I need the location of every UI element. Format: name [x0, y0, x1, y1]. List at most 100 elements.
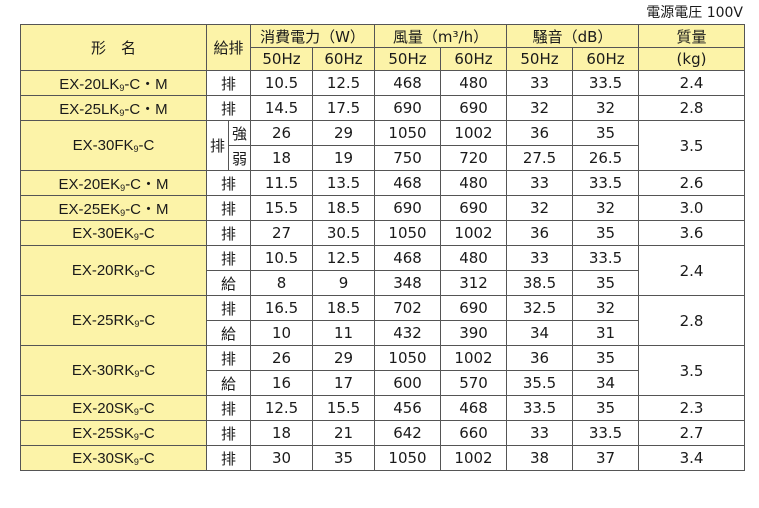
airflow-50hz-cell: 468 — [374, 70, 442, 96]
airflow-60hz-cell: 1002 — [440, 345, 508, 371]
model-name: EX-20EK9-C・M — [20, 170, 207, 196]
power-60hz-cell: 18.5 — [312, 295, 376, 321]
model-base: EX-20SK — [72, 399, 134, 417]
model-suffix: -C — [139, 262, 156, 279]
mass-cell: 2.3 — [638, 395, 746, 421]
airflow-60hz-cell: 1002 — [440, 120, 508, 146]
table-row: EX-30EK9-C 排 27 30.5 1050 1002 36 35 3.6 — [20, 220, 746, 246]
noise-50hz-cell: 35.5 — [506, 370, 574, 396]
noise-60hz-cell: 35 — [572, 270, 640, 296]
mode-cell: 排 — [205, 295, 252, 321]
model-suffix: -C・M — [124, 75, 168, 93]
model-name: EX-25RK9-C — [20, 295, 207, 346]
noise-50hz-cell: 33.5 — [506, 395, 574, 421]
mass-cell: 3.4 — [638, 445, 746, 471]
airflow-50hz-cell: 1050 — [374, 345, 442, 371]
noise-50hz-cell: 36 — [506, 220, 574, 246]
noise-60hz-cell: 26.5 — [572, 145, 640, 171]
noise-60hz-cell: 35 — [572, 220, 640, 246]
model-suffix: -C・M — [125, 200, 169, 218]
model-name: EX-20SK9-C — [20, 395, 207, 421]
noise-60hz-cell: 33.5 — [572, 70, 640, 96]
header-mode: 給排 — [205, 24, 252, 71]
noise-50hz-cell: 32 — [506, 95, 574, 121]
mode-cell: 給 — [205, 320, 252, 346]
mode-cell: 排 — [205, 420, 252, 446]
table-row: EX-20SK9-C 排 12.5 15.5 456 468 33.5 35 2.3 — [20, 395, 746, 421]
power-50hz-cell: 26 — [250, 120, 314, 146]
airflow-50hz-cell: 1050 — [374, 120, 442, 146]
power-60hz-cell: 13.5 — [312, 170, 376, 196]
model-base: EX-20RK — [71, 262, 135, 279]
table-row: 給 10 11 432 390 34 31 — [21, 320, 745, 346]
airflow-60hz-cell: 480 — [440, 170, 508, 196]
model-suffix: -C — [138, 399, 155, 417]
noise-60hz-cell: 32 — [572, 95, 640, 121]
noise-50hz-cell: 33 — [506, 245, 574, 271]
header-power-60hz: 60Hz — [312, 47, 376, 71]
airflow-60hz-cell: 660 — [440, 420, 508, 446]
mode-cell: 排 — [206, 120, 229, 171]
header-model: 形 名 — [20, 24, 207, 71]
table-row: EX-20RK9-C 排 10.5 12.5 468 480 33 33.5 2.4 — [20, 245, 746, 296]
noise-50hz-cell: 38.5 — [506, 270, 574, 296]
noise-60hz-cell: 33.5 — [572, 170, 640, 196]
model-subscript: 9 — [133, 406, 139, 417]
model-suffix: -C・M — [125, 175, 169, 193]
power-50hz-cell: 14.5 — [250, 95, 314, 121]
power-50hz-cell: 18 — [250, 145, 314, 171]
level-cell: 弱 — [227, 145, 252, 171]
spec-table: 形 名 給排 消費電力（W） 風量（m³/h） 騒音（dB） 質量 50Hz 6… — [20, 24, 746, 471]
airflow-60hz-cell: 312 — [440, 270, 508, 296]
airflow-60hz-cell: 690 — [440, 195, 508, 221]
power-50hz-cell: 10.5 — [250, 245, 314, 271]
header-power-50hz: 50Hz — [250, 47, 314, 71]
airflow-50hz-cell: 468 — [374, 245, 442, 271]
power-50hz-cell: 16.5 — [250, 295, 314, 321]
airflow-60hz-cell: 468 — [440, 395, 508, 421]
header-mass: 質量 — [638, 24, 746, 48]
model-subscript: 9 — [119, 107, 125, 118]
model-subscript: 9 — [120, 207, 126, 218]
model-name: EX-30SK9-C — [20, 445, 207, 471]
header-airflow-50hz: 50Hz — [374, 47, 442, 71]
model-base: EX-25LK — [59, 100, 120, 118]
model-subscript: 9 — [134, 269, 140, 279]
table-row: EX-30FK9-C 排強 26 29 1050 1002 36 35 3.5 — [20, 120, 746, 171]
model-base: EX-30SK — [72, 449, 134, 467]
airflow-50hz-cell: 432 — [374, 320, 442, 346]
noise-60hz-cell: 35 — [572, 120, 640, 146]
model-suffix: -C — [138, 424, 155, 442]
model-base: EX-25SK — [72, 424, 134, 442]
model-name: EX-30RK9-C — [20, 345, 207, 396]
airflow-50hz-cell: 1050 — [374, 220, 442, 246]
mass-cell: 3.5 — [638, 120, 746, 171]
power-50hz-cell: 27 — [250, 220, 314, 246]
airflow-50hz-cell: 750 — [374, 145, 442, 171]
model-base: EX-30EK — [72, 224, 134, 242]
power-50hz-cell: 11.5 — [250, 170, 314, 196]
mode-cell: 排 — [205, 245, 252, 271]
mass-cell: 3.6 — [638, 220, 746, 246]
airflow-50hz-cell: 642 — [374, 420, 442, 446]
airflow-60hz-cell: 390 — [440, 320, 508, 346]
mass-cell: 3.5 — [638, 345, 746, 396]
table-row: 弱 18 19 750 720 27.5 26.5 — [21, 145, 745, 171]
noise-60hz-cell: 37 — [572, 445, 640, 471]
noise-60hz-cell: 33.5 — [572, 420, 640, 446]
power-60hz-cell: 12.5 — [312, 70, 376, 96]
noise-60hz-cell: 32 — [572, 195, 640, 221]
model-name: EX-20RK9-C — [20, 245, 207, 296]
header-mass-unit: (kg) — [638, 47, 746, 71]
mode-cell: 排 — [205, 220, 252, 246]
mode-cell: 排 — [205, 170, 252, 196]
mass-cell: 2.4 — [638, 245, 746, 296]
model-name: EX-25LK9-C・M — [20, 95, 207, 121]
model-suffix: -C — [138, 137, 155, 154]
table-row: EX-25SK9-C 排 18 21 642 660 33 33.5 2.7 — [20, 420, 746, 446]
model-name: EX-25SK9-C — [20, 420, 207, 446]
mode-cell: 排 — [205, 195, 252, 221]
airflow-60hz-cell: 690 — [440, 95, 508, 121]
power-50hz-cell: 8 — [250, 270, 314, 296]
header-noise: 騒音（dB） — [506, 24, 640, 48]
